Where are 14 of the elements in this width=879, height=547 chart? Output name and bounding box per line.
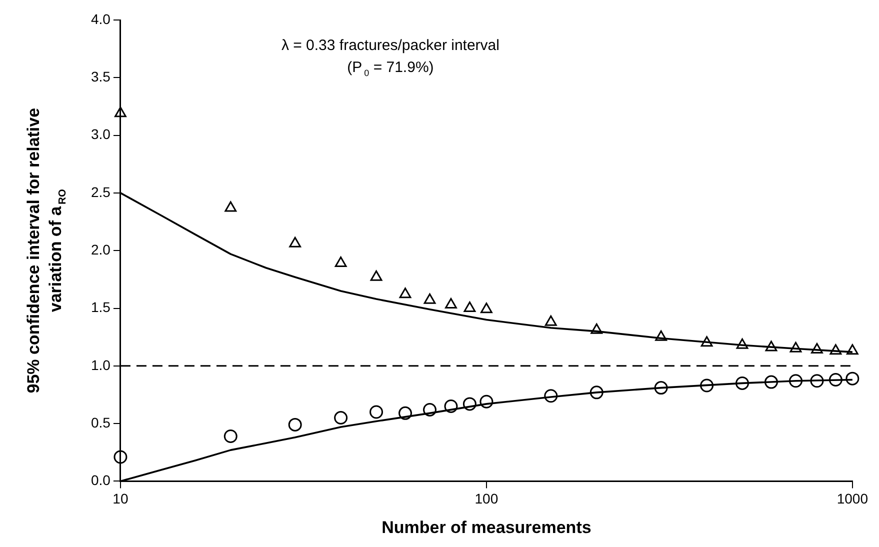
y-tick-label: 2.0 <box>90 241 111 258</box>
y-tick-label: 4.0 <box>90 10 111 27</box>
y-tick-label: 2.5 <box>90 184 111 200</box>
y-tick-label: 0.0 <box>90 472 111 488</box>
y-tick-label: 0.5 <box>90 414 111 430</box>
y-tick-label: 3.0 <box>90 126 111 142</box>
x-axis-title: Number of measurements <box>382 518 592 537</box>
x-tick-label: 1000 <box>836 490 868 506</box>
y-tick-label: 1.5 <box>90 299 111 316</box>
x-tick-label: 100 <box>474 490 498 506</box>
x-tick-label: 10 <box>112 490 128 506</box>
annotation: λ = 0.33 fractures/packer interval <box>281 37 500 54</box>
y-tick-label: 3.5 <box>90 68 111 85</box>
y-tick-label: 1.0 <box>90 356 111 373</box>
